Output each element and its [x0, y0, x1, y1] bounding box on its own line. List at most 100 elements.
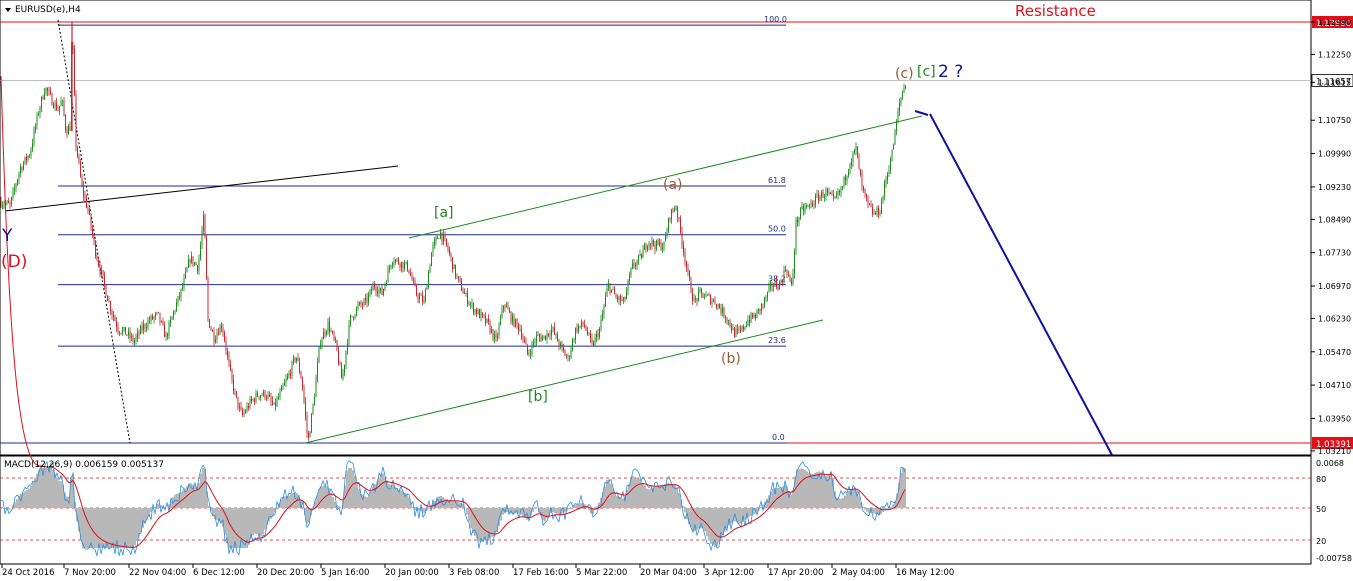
candle-body — [216, 333, 218, 340]
candle — [158, 312, 159, 314]
candle-body — [548, 333, 549, 336]
candle-body — [413, 280, 414, 282]
candle-body — [399, 263, 401, 268]
candle-body — [617, 297, 618, 300]
candle — [56, 97, 57, 111]
candle-body — [558, 341, 560, 347]
candle-body — [765, 297, 767, 299]
channel-upper-line[interactable] — [408, 115, 923, 239]
candle-body — [204, 214, 206, 238]
candle-body — [623, 297, 624, 300]
candle-body — [813, 204, 815, 206]
candle-body — [578, 326, 579, 332]
candle-body — [128, 331, 129, 335]
candle — [134, 337, 135, 346]
candle-body — [627, 280, 629, 291]
candle-body — [621, 299, 623, 301]
candle — [45, 87, 47, 96]
dotted-trendline[interactable] — [57, 19, 131, 444]
candle — [539, 333, 540, 342]
candle-body — [671, 209, 672, 220]
candle — [602, 309, 603, 322]
candle-body — [369, 289, 371, 295]
candle-body — [300, 372, 302, 379]
candle — [737, 323, 738, 335]
candle — [17, 178, 18, 187]
candle — [582, 321, 584, 328]
candle — [174, 309, 176, 315]
candle-body — [86, 197, 87, 208]
candle-body — [96, 256, 98, 260]
candle-body — [177, 296, 179, 303]
candle-body — [198, 258, 200, 271]
price-pane[interactable] — [0, 0, 1312, 456]
candle-body — [899, 103, 900, 112]
candle-body — [471, 303, 473, 305]
candle — [729, 318, 731, 328]
candle — [663, 241, 665, 252]
candle — [413, 276, 414, 286]
candle-body — [678, 217, 680, 219]
candle-body — [758, 308, 759, 311]
candle — [138, 329, 140, 340]
candle-body — [516, 319, 518, 324]
candle-body — [381, 287, 383, 295]
candle-body — [368, 294, 369, 303]
candle — [429, 263, 431, 274]
time-tick-label: 16 May 12:00 — [896, 568, 954, 578]
candle-body — [288, 373, 290, 377]
candle — [270, 392, 272, 407]
candle-body — [612, 289, 614, 290]
candle — [783, 265, 785, 284]
candle-body — [174, 310, 176, 312]
candle-body — [153, 316, 155, 320]
candle — [305, 396, 306, 421]
candle-body — [473, 303, 474, 313]
candle-body — [893, 144, 894, 150]
candle — [389, 264, 390, 273]
candle — [164, 321, 165, 337]
candle — [287, 373, 288, 381]
candle — [714, 296, 716, 305]
candle-body — [518, 323, 519, 331]
candle-body — [738, 329, 740, 330]
candle-body — [309, 432, 311, 438]
candle-body — [185, 271, 186, 278]
candle — [629, 271, 630, 284]
candle-body — [207, 278, 209, 320]
window-menu-icon[interactable] — [5, 8, 11, 12]
candle — [20, 163, 21, 178]
channel-lower-line[interactable] — [304, 319, 824, 444]
candle-body — [135, 336, 137, 341]
candle — [569, 355, 570, 362]
candle — [593, 340, 594, 347]
candle-body — [677, 207, 678, 218]
candle-body — [17, 179, 18, 185]
macd-pane[interactable] — [0, 455, 1312, 565]
candle-body — [605, 296, 606, 306]
candle — [182, 282, 183, 292]
candle — [810, 199, 812, 209]
candle — [231, 368, 233, 384]
candle-body — [191, 256, 192, 263]
candle-body — [297, 357, 299, 361]
candle — [723, 306, 725, 319]
candle — [218, 328, 219, 336]
candle-body — [863, 186, 864, 190]
candle — [839, 189, 840, 196]
candle-body — [857, 146, 858, 156]
candle-body — [213, 331, 215, 343]
candle-body — [492, 329, 494, 340]
candle — [173, 310, 174, 320]
resistance-label: Resistance — [1015, 2, 1096, 20]
candle — [659, 238, 660, 247]
candle-body — [743, 326, 744, 330]
projection-line[interactable] — [929, 113, 1113, 456]
candle-body — [698, 290, 699, 301]
candle — [813, 200, 815, 210]
trendline-black[interactable] — [4, 165, 399, 212]
candle-body — [824, 196, 825, 198]
candle — [879, 209, 881, 217]
candle-body — [53, 105, 54, 108]
